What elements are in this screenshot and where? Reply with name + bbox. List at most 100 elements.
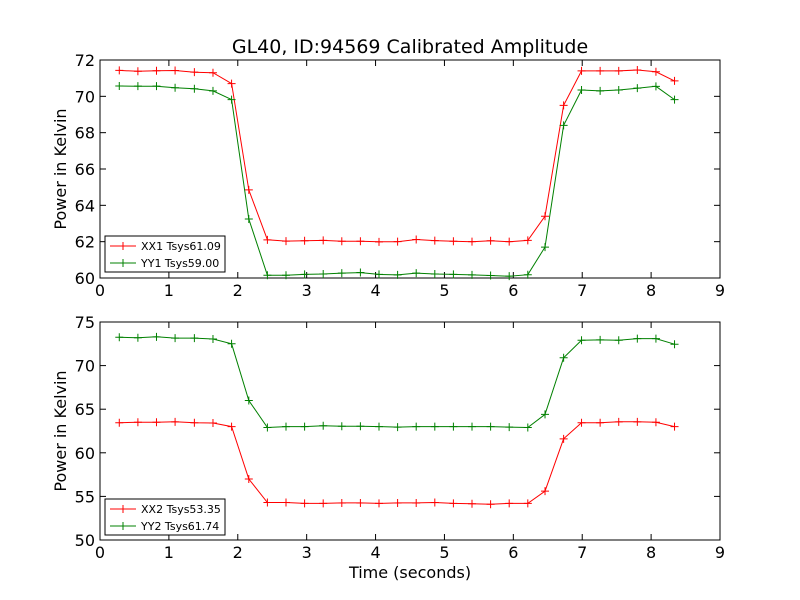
- data-point: [633, 334, 642, 343]
- data-point: [505, 272, 514, 281]
- x-tick-label: 3: [302, 543, 312, 562]
- data-point: [190, 418, 199, 427]
- x-tick-label: 9: [715, 281, 725, 300]
- data-point: [190, 68, 199, 77]
- series-line: [119, 336, 675, 429]
- data-point: [412, 235, 421, 244]
- x-tick-label: 1: [164, 543, 174, 562]
- legend-marker: [119, 505, 127, 513]
- data-point: [670, 340, 679, 349]
- x-tick-label: 2: [233, 281, 243, 300]
- data-point: [375, 237, 383, 246]
- x-tick-label: 5: [439, 281, 449, 300]
- x-tick-label: 2: [233, 543, 243, 562]
- data-point: [171, 66, 180, 75]
- data-point: [115, 81, 124, 90]
- x-tick-label: 6: [508, 281, 518, 300]
- legend-label: XX1 Tsys61.09: [141, 240, 221, 253]
- data-point: [468, 237, 476, 246]
- data-point: [375, 422, 383, 431]
- data-point: [596, 66, 605, 75]
- data-point: [171, 334, 180, 343]
- data-point: [152, 66, 161, 75]
- data-point: [486, 236, 495, 245]
- y-tick-label: 60: [75, 269, 95, 288]
- series-line: [119, 69, 675, 243]
- data-point: [596, 418, 605, 427]
- data-point: [468, 499, 476, 508]
- x-tick-label: 6: [508, 543, 518, 562]
- data-point: [152, 82, 161, 91]
- y-tick-label: 60: [75, 444, 95, 463]
- data-point: [505, 499, 514, 508]
- legend: XX1 Tsys61.09 YY1 Tsys59.00: [104, 235, 226, 273]
- data-point: [505, 423, 514, 432]
- data-point: [227, 422, 236, 431]
- data-point: [263, 423, 272, 432]
- data-point: [596, 335, 605, 344]
- data-point: [577, 85, 586, 94]
- x-tick-label: 3: [302, 281, 312, 300]
- x-tick-label: 7: [577, 543, 587, 562]
- data-point: [559, 121, 568, 130]
- data-point: [449, 270, 458, 279]
- data-point: [577, 66, 586, 75]
- data-point: [282, 422, 290, 431]
- data-point: [412, 269, 421, 278]
- data-point: [356, 498, 365, 507]
- data-point: [670, 76, 679, 85]
- data-point: [319, 270, 328, 279]
- data-point: [614, 66, 623, 75]
- x-tick-label: 8: [646, 543, 656, 562]
- data-point: [614, 336, 623, 345]
- y-tick-label: 75: [75, 313, 95, 332]
- data-point: [133, 67, 142, 76]
- x-tick-label: 4: [370, 281, 380, 300]
- data-point: [486, 422, 495, 431]
- data-point: [319, 499, 328, 508]
- legend-label: YY2 Tsys61.74: [140, 520, 219, 533]
- data-point: [651, 67, 660, 76]
- data-point: [541, 487, 550, 496]
- data-point: [171, 417, 180, 426]
- legend: XX2 Tsys53.35 YY2 Tsys61.74: [104, 498, 226, 536]
- legend-label: XX2 Tsys53.35: [141, 503, 221, 516]
- series-line: [119, 421, 675, 505]
- data-point: [337, 269, 346, 278]
- data-point: [670, 95, 679, 104]
- data-point: [133, 333, 142, 342]
- top-subplot: 0 1 2 3 4 5 6 7 8 9 60 62 64 66 68 70 72 Power in Kelvin X…: [51, 51, 725, 300]
- legend-marker: [119, 259, 127, 267]
- data-point: [541, 243, 550, 252]
- data-point: [133, 82, 142, 91]
- data-point: [541, 212, 550, 221]
- data-point: [115, 66, 124, 75]
- data-point: [300, 499, 309, 508]
- data-point: [244, 185, 253, 194]
- data-point: [486, 271, 495, 280]
- data-point: [171, 83, 180, 92]
- x-tick-label: 7: [577, 281, 587, 300]
- x-tick-label: 1: [164, 281, 174, 300]
- data-point: [208, 335, 217, 344]
- data-point: [577, 418, 586, 427]
- data-point: [244, 474, 253, 483]
- data-point: [523, 423, 532, 432]
- data-point: [133, 418, 142, 427]
- data-point: [449, 422, 458, 431]
- x-tick-label: 0: [95, 543, 105, 562]
- data-point: [633, 65, 642, 74]
- data-point: [596, 86, 605, 95]
- data-point: [263, 235, 272, 244]
- data-point: [227, 79, 236, 88]
- data-point: [282, 271, 290, 280]
- data-point: [468, 270, 476, 279]
- data-point: [300, 422, 309, 431]
- data-point: [227, 339, 236, 348]
- data-point: [319, 421, 328, 430]
- data-point: [523, 236, 532, 245]
- data-point: [393, 423, 402, 432]
- data-point: [651, 82, 660, 91]
- data-point: [208, 68, 217, 77]
